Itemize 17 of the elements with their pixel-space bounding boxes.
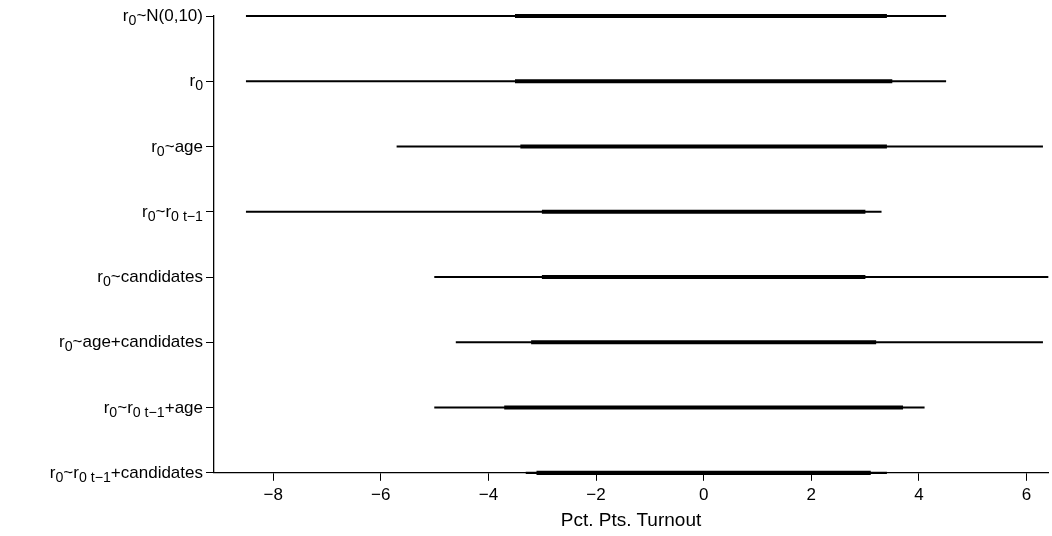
x-tick-label: 4 [914,484,924,504]
y-tick-label: r$_{0}$~r$_{0 t−1}$+age [103,396,203,420]
x-tick-label: −6 [371,484,391,504]
x-tick-label: −2 [586,484,606,504]
y-tick-label: r$_{0}$~r$_{0 t−1}$+candidates [49,461,203,486]
y-tick-label: r$_{0}$~candidates [97,266,203,290]
y-tick-label: r$_{0}$~N(0,10) [122,5,203,29]
y-tick-label: r$_{0}$~r$_{0 t−1}$ [141,200,203,225]
x-tick-label: −4 [478,484,499,504]
y-tick-label: r$_{0}$~age [151,135,203,159]
y-tick-label: r$_{0}$ [189,70,203,94]
x-tick-label: 6 [1021,484,1032,504]
y-tick-label: r$_{0}$~age+candidates [59,331,203,355]
x-tick-label: −8 [263,484,283,504]
x-axis-title: Pct. Pts. Turnout [560,508,702,530]
x-tick-label: 2 [806,484,816,504]
x-tick-label: 0 [698,484,709,504]
